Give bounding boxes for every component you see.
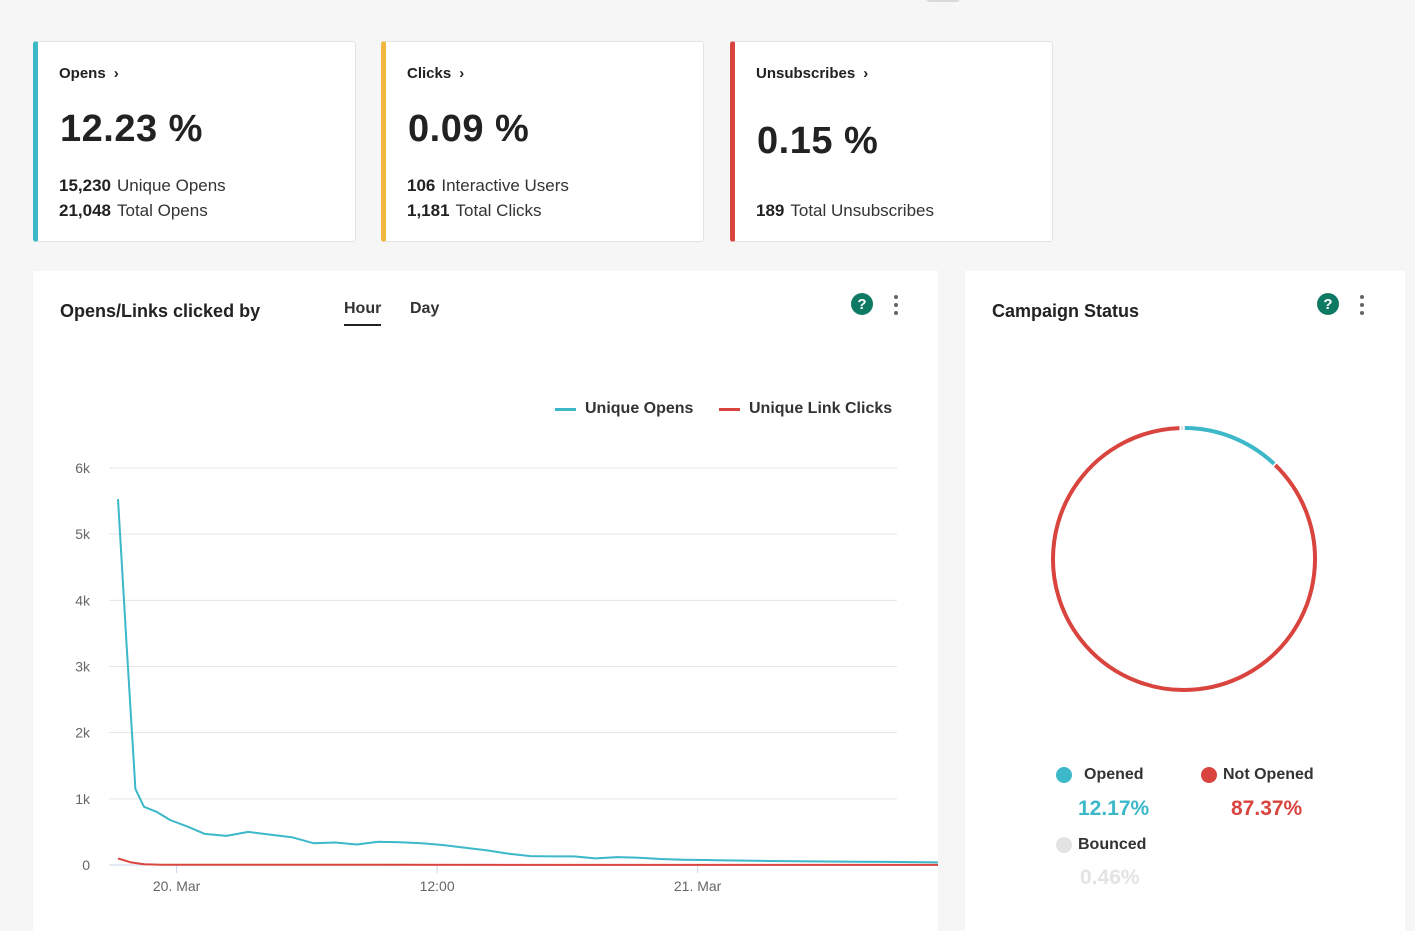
- opened-label: Opened: [1084, 766, 1144, 784]
- unique-opens-label: Unique Opens: [117, 176, 226, 195]
- chevron-right-icon: ›: [114, 65, 119, 82]
- y-tick-label: 5k: [75, 526, 91, 542]
- bounced-dot-icon: [1056, 837, 1072, 853]
- campaign-status-donut: [965, 271, 1405, 731]
- opens-card: Opens › 12.23 % 15,230 Unique Opens 21,04…: [33, 41, 356, 242]
- unsubscribes-card-title-link[interactable]: Unsubscribes ›: [756, 65, 868, 82]
- x-tick-label: 21. Mar: [674, 878, 722, 894]
- y-tick-label: 2k: [75, 725, 91, 741]
- y-tick-label: 6k: [75, 460, 91, 476]
- not-opened-dot-icon: [1201, 767, 1217, 783]
- clicks-rate: 0.09 %: [408, 108, 529, 151]
- opens-card-title-link[interactable]: Opens ›: [59, 65, 119, 82]
- donut-slice-not-opened[interactable]: [1053, 428, 1315, 690]
- total-clicks-value: 1,181: [407, 201, 450, 220]
- total-unsubscribes-value: 189: [756, 201, 784, 220]
- unsubscribes-rate: 0.15 %: [757, 120, 878, 163]
- opened-dot-icon: [1056, 767, 1072, 783]
- total-opens-label: Total Opens: [117, 201, 208, 220]
- y-tick-label: 4k: [75, 592, 91, 608]
- clicks-card: Clicks › 0.09 % 106 Interactive Users 1,1…: [381, 41, 704, 242]
- unique-opens-value: 15,230: [59, 176, 111, 195]
- total-clicks-line: 1,181 Total Clicks: [407, 201, 542, 221]
- unsubscribes-title: Unsubscribes: [756, 65, 855, 82]
- y-tick-label: 0: [82, 857, 90, 873]
- total-clicks-label: Total Clicks: [456, 201, 542, 220]
- total-opens-value: 21,048: [59, 201, 111, 220]
- opens-links-panel: Opens/Links clicked by Hour Day ? Unique…: [33, 271, 938, 931]
- top-handle: [926, 0, 960, 2]
- donut-slice-opened[interactable]: [1185, 428, 1274, 464]
- total-opens-line: 21,048 Total Opens: [59, 201, 208, 221]
- legend-bounced[interactable]: Bounced: [1056, 836, 1146, 854]
- opens-title: Opens: [59, 65, 106, 82]
- clicks-card-title-link[interactable]: Clicks ›: [407, 65, 464, 82]
- bounced-label: Bounced: [1078, 836, 1146, 854]
- legend-opened[interactable]: Opened: [1056, 766, 1144, 784]
- opened-pct: 12.17%: [1078, 797, 1149, 821]
- x-tick-label: 20. Mar: [153, 878, 201, 894]
- campaign-status-panel: Campaign Status ? Opened 12.17% Not Open…: [965, 271, 1405, 931]
- clicks-title: Clicks: [407, 65, 451, 82]
- opens-rate: 12.23 %: [60, 108, 203, 151]
- interactive-users-value: 106: [407, 176, 435, 195]
- interactive-users-line: 106 Interactive Users: [407, 176, 569, 196]
- x-tick-label: 12:00: [420, 878, 455, 894]
- legend-not-opened[interactable]: Not Opened: [1201, 766, 1314, 784]
- unique-opens-line: 15,230 Unique Opens: [59, 176, 226, 196]
- not-opened-pct: 87.37%: [1231, 797, 1302, 821]
- chevron-right-icon: ›: [459, 65, 464, 82]
- total-unsubscribes-line: 189 Total Unsubscribes: [756, 201, 934, 221]
- y-tick-label: 3k: [75, 659, 91, 675]
- total-unsubscribes-label: Total Unsubscribes: [790, 201, 934, 220]
- chevron-right-icon: ›: [863, 65, 868, 82]
- bounced-pct: 0.46%: [1080, 866, 1140, 890]
- unsubscribes-card: Unsubscribes › 0.15 % 189 Total Unsubscri…: [730, 41, 1053, 242]
- interactive-users-label: Interactive Users: [441, 176, 569, 195]
- not-opened-label: Not Opened: [1223, 766, 1314, 784]
- series-line-unique-opens: [118, 499, 938, 864]
- y-tick-label: 1k: [75, 791, 91, 807]
